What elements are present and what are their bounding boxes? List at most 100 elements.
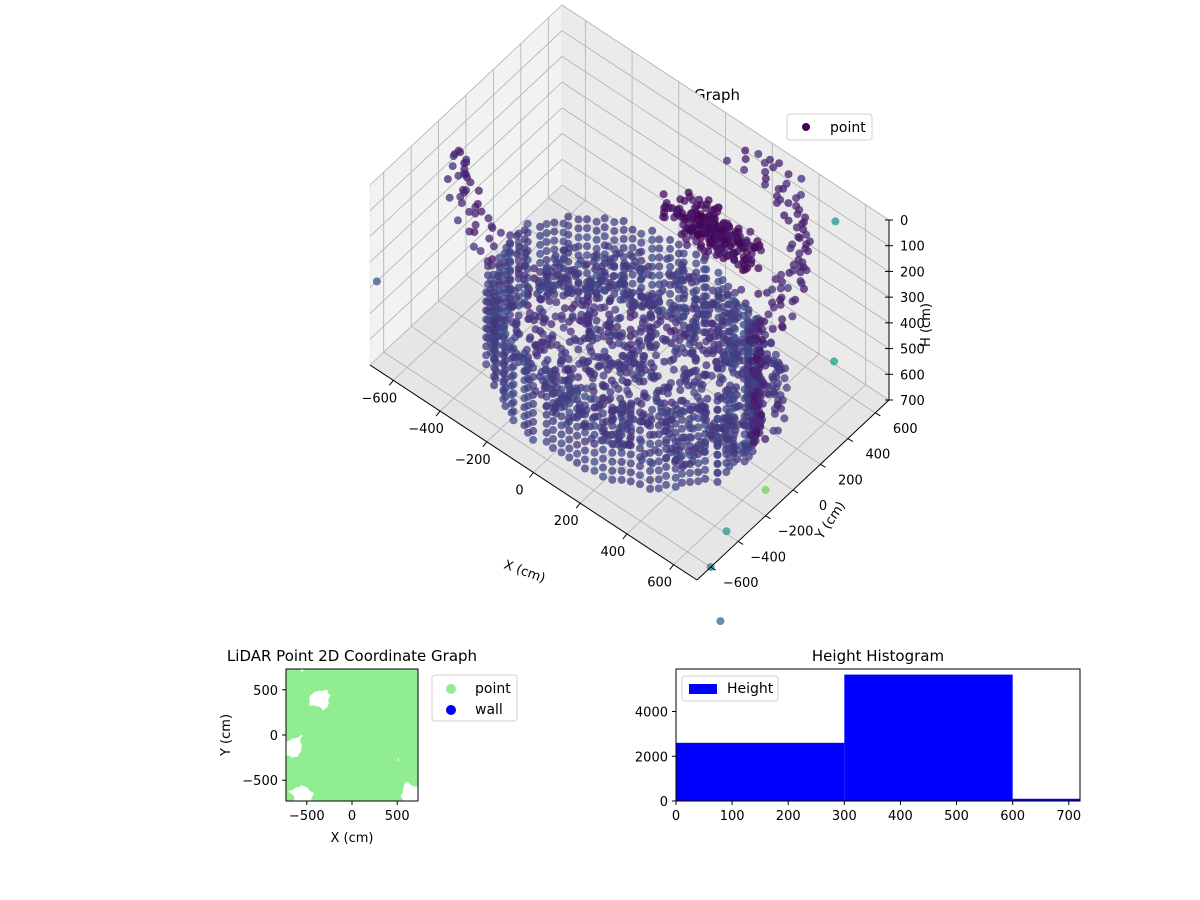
scatter3d-xtick xyxy=(575,502,581,509)
scatter3d-chart: LiDAR Point 3D Coordinate Graph −600−600… xyxy=(361,4,934,626)
scatter3d-point xyxy=(626,423,635,432)
scatter3d-point xyxy=(600,241,609,250)
scatter3d-point xyxy=(713,414,722,423)
scatter3d-point xyxy=(619,235,628,243)
scatter3d-point xyxy=(636,471,644,480)
scatter3d-point xyxy=(614,384,623,393)
scatter3d-point xyxy=(741,155,750,164)
scatter3d-point xyxy=(711,224,719,233)
scatter3d-point xyxy=(482,351,491,360)
scatter3d-point xyxy=(692,304,701,313)
scatter3d-ztick-label: 500 xyxy=(900,343,925,358)
scatter3d-point xyxy=(701,402,710,411)
scatter3d-point xyxy=(761,361,770,370)
scatter3d-point xyxy=(549,417,557,425)
scatter3d-point xyxy=(707,371,716,380)
scatter3d-point xyxy=(739,347,748,356)
scatter3d-point xyxy=(599,400,607,409)
scatter3d-point xyxy=(783,284,792,292)
scatter3d-point xyxy=(617,439,626,448)
scatter3d-point xyxy=(666,262,675,271)
scatter3d-point xyxy=(648,289,657,298)
scatter3d-point xyxy=(496,228,505,237)
scatter3d-point xyxy=(488,255,497,264)
scatter3d-point xyxy=(692,259,701,268)
scatter3d-point xyxy=(568,312,577,321)
scatter3d-point xyxy=(592,253,601,262)
scatter2d-xlabel: X (cm) xyxy=(331,831,374,846)
scatter3d-point xyxy=(614,339,623,348)
scatter3d-point xyxy=(761,435,770,443)
scatter3d-point xyxy=(766,338,775,347)
scatter3d-point xyxy=(596,303,605,312)
scatter3d-point xyxy=(746,227,755,236)
histogram-bar xyxy=(1012,798,1080,801)
scatter3d-xtick-label: −600 xyxy=(361,391,397,406)
scatter3d-point xyxy=(482,342,491,351)
scatter3d-point xyxy=(700,301,709,310)
scatter3d-point xyxy=(600,286,609,295)
scatter3d-point xyxy=(457,199,466,207)
scatter3d-point xyxy=(700,292,709,301)
scatter3d-point xyxy=(550,227,559,236)
scatter3d-grid-line xyxy=(561,81,890,298)
histogram-title: Height Histogram xyxy=(812,647,944,665)
scatter3d-point xyxy=(662,471,671,480)
scatter3d-point xyxy=(550,281,559,290)
scatter3d-xtick xyxy=(482,441,488,448)
scatter3d-point xyxy=(739,356,748,365)
scatter2d-point xyxy=(339,669,352,677)
scatter3d-point xyxy=(774,363,783,372)
scatter3d-point xyxy=(619,289,628,297)
scatter2d-axes: −500 −500 0 0 500 500 xyxy=(242,684,409,824)
scatter3d-point xyxy=(559,255,568,264)
scatter3d-point xyxy=(574,215,583,224)
scatter3d-point xyxy=(542,274,551,282)
scatter3d-point xyxy=(701,474,710,483)
scatter3d-point xyxy=(746,327,755,336)
scatter3d-point xyxy=(501,375,510,384)
scatter3d-point xyxy=(671,419,680,428)
scatter3d-point xyxy=(646,430,655,439)
scatter2d-point xyxy=(354,736,367,749)
scatter3d-point xyxy=(599,463,607,472)
scatter3d-point xyxy=(739,320,748,329)
scatter3d-point xyxy=(725,390,734,399)
scatter3d-point xyxy=(581,446,589,455)
scatter3d-point xyxy=(525,308,534,317)
scatter3d-point xyxy=(542,428,551,437)
scatter3d-point xyxy=(636,453,644,462)
scatter2d-point xyxy=(313,750,326,763)
scatter2d-point xyxy=(393,669,406,680)
scatter3d-point xyxy=(542,229,551,237)
histogram-bars xyxy=(676,674,1080,801)
scatter3d-point xyxy=(581,455,589,464)
scatter2d-point xyxy=(347,791,360,801)
scatter3d-point xyxy=(583,233,591,242)
scatter3d-point xyxy=(626,441,635,450)
scatter3d-point xyxy=(607,361,616,370)
scatter2d-point xyxy=(286,680,294,693)
scatter3d-point xyxy=(683,241,691,250)
scatter2d-point xyxy=(286,669,293,678)
scatter3d-point xyxy=(581,319,590,328)
scatter3d-point xyxy=(755,327,764,336)
scatter3d-point xyxy=(678,460,686,469)
scatter3d-point xyxy=(557,385,566,394)
scatter3d-point xyxy=(799,225,808,234)
scatter3d-point xyxy=(546,341,555,350)
scatter3d-point xyxy=(574,345,583,354)
scatter3d-point xyxy=(730,324,739,333)
scatter3d-point xyxy=(674,294,683,303)
scatter3d-ztick-label: 0 xyxy=(900,214,908,229)
scatter3d-point xyxy=(700,310,709,319)
scatter3d-point xyxy=(666,298,675,307)
scatter3d-point xyxy=(674,276,683,285)
scatter3d-point xyxy=(678,424,686,433)
scatter2d-point xyxy=(321,744,334,757)
scatter3d-point xyxy=(606,388,615,396)
scatter3d-point xyxy=(509,416,518,425)
scatter3d-point xyxy=(482,333,491,342)
scatter3d-point xyxy=(490,354,499,363)
